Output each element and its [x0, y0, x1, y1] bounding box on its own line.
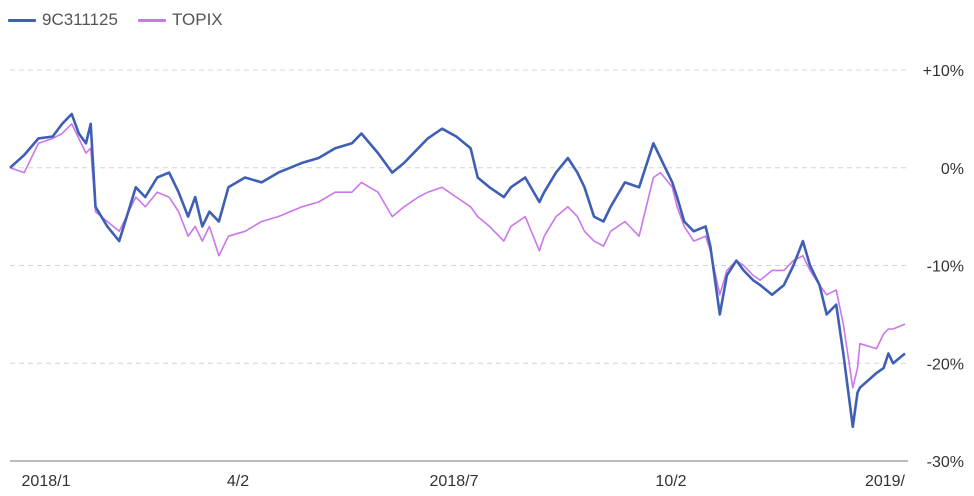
- legend-label-topix: TOPIX: [171, 10, 223, 29]
- legend-swatch-topix: [137, 18, 166, 22]
- x-tick-label-4: 2019/: [865, 473, 906, 490]
- legend-item-topix[interactable]: TOPIX: [137, 10, 223, 30]
- y-tick-label-3: -20%: [927, 356, 964, 373]
- y-tick-label-0: +10%: [923, 63, 964, 80]
- x-tick-label-1: 4/2: [227, 473, 249, 490]
- legend: 9C311125 TOPIX: [8, 8, 243, 32]
- series-line-1: [9, 123, 906, 389]
- x-tick-label-0: 2018/1: [22, 473, 71, 490]
- series-line-0: [9, 112, 906, 429]
- y-tick-label-2: -10%: [927, 259, 964, 276]
- y-tick-label-1: 0%: [941, 161, 964, 178]
- x-tick-label-2: 2018/7: [430, 473, 479, 490]
- x-tick-label-3: 10/2: [655, 473, 686, 490]
- legend-label-fund: 9C311125: [42, 10, 118, 29]
- legend-swatch-fund: [8, 18, 36, 22]
- y-tick-label-4: -30%: [927, 454, 964, 471]
- legend-item-fund[interactable]: 9C311125: [8, 10, 118, 30]
